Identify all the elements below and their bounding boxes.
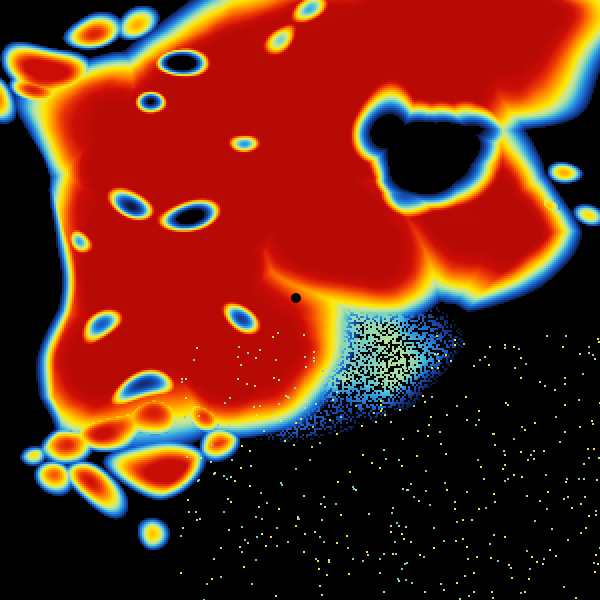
radar-image-viewport xyxy=(0,0,600,600)
radar-reflectivity-raster xyxy=(0,0,600,600)
